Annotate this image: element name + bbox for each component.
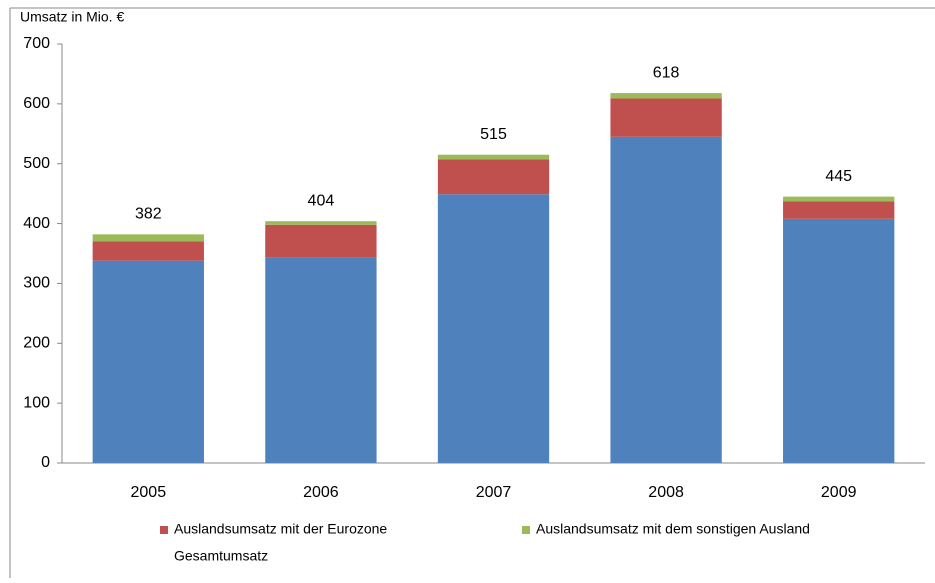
bar-segment xyxy=(610,93,722,99)
y-tick-label: 0 xyxy=(41,454,50,471)
y-tick-label: 300 xyxy=(23,275,50,292)
bar-segment xyxy=(265,257,377,463)
total-label: 515 xyxy=(480,126,507,143)
y-tick-label: 600 xyxy=(23,95,50,112)
legend-marker xyxy=(160,526,168,534)
bar-segment xyxy=(610,136,722,463)
total-label: 618 xyxy=(653,64,680,81)
x-tick-label: 2006 xyxy=(303,484,339,501)
x-tick-label: 2005 xyxy=(131,484,167,501)
bar-segment xyxy=(265,221,377,225)
legend-label: Auslandsumsatz mit dem sonstigen Ausland xyxy=(536,521,810,537)
bar-segment xyxy=(437,154,550,160)
x-tick-label: 2008 xyxy=(648,484,684,501)
bar-segment xyxy=(92,241,204,261)
legend-marker xyxy=(522,526,530,534)
y-tick-label: 400 xyxy=(23,215,50,232)
bar-segment xyxy=(265,224,377,258)
legend-label: Gesamtumsatz xyxy=(174,548,268,564)
x-tick-label: 2009 xyxy=(821,484,857,501)
total-label: 382 xyxy=(135,206,162,223)
bar-segment xyxy=(610,98,722,137)
bar-segment xyxy=(92,234,204,242)
y-tick-label: 200 xyxy=(23,335,50,352)
bar-segment xyxy=(783,196,895,202)
total-label: 404 xyxy=(308,192,335,209)
bar-segment xyxy=(437,194,550,463)
y-tick-label: 100 xyxy=(23,394,50,411)
legend-label: Auslandsumsatz mit der Eurozone xyxy=(174,521,387,537)
bar-segment xyxy=(437,159,550,195)
total-label: 445 xyxy=(825,168,852,185)
y-tick-label: 500 xyxy=(23,155,50,172)
bar-segment xyxy=(92,260,204,463)
y-axis-label: Umsatz in Mio. € xyxy=(20,9,124,25)
bar-segment xyxy=(783,201,895,219)
y-tick-label: 700 xyxy=(23,35,50,52)
x-tick-label: 2007 xyxy=(476,484,512,501)
bar-segment xyxy=(783,218,895,463)
